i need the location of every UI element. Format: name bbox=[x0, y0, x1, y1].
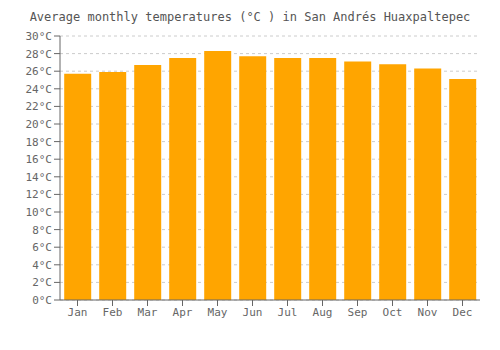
svg-text:6°C: 6°C bbox=[32, 241, 52, 254]
svg-text:30°C: 30°C bbox=[26, 30, 53, 43]
svg-text:16°C: 16°C bbox=[26, 153, 53, 166]
svg-text:0°C: 0°C bbox=[32, 294, 52, 307]
svg-text:26°C: 26°C bbox=[26, 65, 53, 78]
svg-text:8°C: 8°C bbox=[32, 224, 52, 237]
svg-text:4°C: 4°C bbox=[32, 259, 52, 272]
svg-text:Oct: Oct bbox=[383, 306, 403, 319]
svg-text:Mar: Mar bbox=[138, 306, 158, 319]
svg-text:28°C: 28°C bbox=[26, 48, 53, 61]
html-text:Average monthly temperatures (: Average monthly temperatures (°C ) in Sa… bbox=[29, 10, 471, 24]
svg-text:10°C: 10°C bbox=[26, 206, 53, 219]
svg-text:2°C: 2°C bbox=[32, 276, 52, 289]
svg-text:Feb: Feb bbox=[103, 306, 123, 319]
svg-text:Sep: Sep bbox=[348, 306, 368, 319]
svg-text:Dec: Dec bbox=[453, 306, 473, 319]
svg-text:22°C: 22°C bbox=[26, 100, 53, 113]
svg-text:20°C: 20°C bbox=[26, 118, 53, 131]
svg-text:Jan: Jan bbox=[68, 306, 88, 319]
svg-text:14°C: 14°C bbox=[26, 171, 53, 184]
svg-text:Jun: Jun bbox=[243, 306, 263, 319]
svg-text:12°C: 12°C bbox=[26, 188, 53, 201]
svg-text:18°C: 18°C bbox=[26, 136, 53, 149]
svg-text:Apr: Apr bbox=[173, 306, 193, 319]
svg-text:May: May bbox=[208, 306, 228, 319]
svg-text:Nov: Nov bbox=[418, 306, 438, 319]
svg-text:Jul: Jul bbox=[278, 306, 298, 319]
svg-text:Aug: Aug bbox=[313, 306, 333, 319]
svg-text:24°C: 24°C bbox=[26, 83, 53, 96]
